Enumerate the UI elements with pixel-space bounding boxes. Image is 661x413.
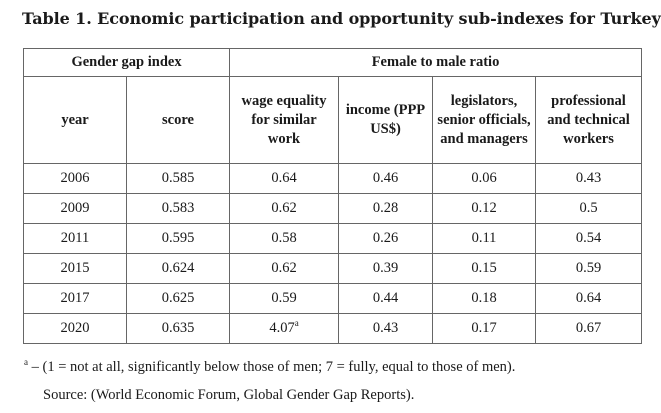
cell-year: 2015 xyxy=(23,253,127,284)
cell-value: 0.46 xyxy=(372,170,399,186)
table-row: 2015 0.624 0.62 0.39 0.15 0.59 xyxy=(23,253,643,284)
column-header-wage-equality: wage equality for similar work xyxy=(229,76,340,164)
table-row: 2009 0.583 0.62 0.28 0.12 0.5 xyxy=(23,193,643,224)
cell-value: 0.67 xyxy=(575,320,602,336)
cell-professional-workers: 0.43 xyxy=(535,163,643,194)
column-header-professional-workers: professional and technical workers xyxy=(535,76,643,164)
footnote: a – (1 = not at all, significantly below… xyxy=(24,357,516,376)
cell-professional-workers: 0.67 xyxy=(535,313,643,344)
cell-value: 0.17 xyxy=(471,320,497,336)
footnote-marker: a xyxy=(24,357,28,368)
cell-value: 0.62 xyxy=(271,260,297,276)
cell-year: 2017 xyxy=(23,283,127,314)
cell-wage-equality: 4.07a xyxy=(229,313,340,344)
cell-year: 2020 xyxy=(23,313,127,344)
cell-score: 0.583 xyxy=(125,193,231,224)
cell-professional-workers: 0.59 xyxy=(535,253,643,284)
cell-value: 0.585 xyxy=(161,170,195,186)
cell-value: 0.595 xyxy=(161,230,195,246)
cell-value: 0.39 xyxy=(372,260,399,276)
header-group-row: Gender gap index Female to male ratio xyxy=(22,48,643,77)
cell-value: 0.26 xyxy=(372,230,399,246)
column-header-score: score xyxy=(125,76,231,164)
cell-professional-workers: 0.5 xyxy=(535,193,643,224)
cell-income: 0.26 xyxy=(338,223,434,254)
cell-legislators: 0.15 xyxy=(432,253,537,284)
cell-value: 4.07 xyxy=(269,320,295,336)
column-header-legislators: legislators, senior officials, and manag… xyxy=(432,76,537,164)
cell-value: 0.59 xyxy=(271,290,297,306)
cell-legislators: 0.18 xyxy=(432,283,537,314)
cell-value: 2015 xyxy=(60,260,90,276)
cell-income: 0.46 xyxy=(338,163,434,194)
cell-wage-equality: 0.58 xyxy=(229,223,340,254)
column-header-income: income (PPP US$) xyxy=(338,76,434,164)
header-column-row: year score wage equality for similar wor… xyxy=(23,76,643,164)
cell-score: 0.635 xyxy=(125,313,231,344)
cell-wage-equality: 0.62 xyxy=(229,193,340,224)
cell-income: 0.44 xyxy=(338,283,434,314)
cell-wage-equality: 0.59 xyxy=(229,283,340,314)
table-row: 2006 0.585 0.64 0.46 0.06 0.43 xyxy=(23,163,643,194)
cell-value: 0.62 xyxy=(271,200,297,216)
footnote-marker: a xyxy=(294,318,299,329)
cell-professional-workers: 0.54 xyxy=(535,223,643,254)
data-table: Gender gap index Female to male ratio ye… xyxy=(22,48,643,344)
cell-legislators: 0.17 xyxy=(432,313,537,344)
cell-value: 0.11 xyxy=(471,230,497,246)
table-title: Table 1. Economic participation and oppo… xyxy=(22,9,661,28)
cell-professional-workers: 0.64 xyxy=(535,283,643,314)
cell-value: 0.15 xyxy=(471,260,497,276)
cell-value: 0.5 xyxy=(579,200,598,216)
table-row: 2011 0.595 0.58 0.26 0.11 0.54 xyxy=(23,223,643,254)
cell-value: 0.44 xyxy=(372,290,399,306)
cell-value: 0.43 xyxy=(575,170,602,186)
cell-score: 0.595 xyxy=(125,223,231,254)
cell-score: 0.625 xyxy=(125,283,231,314)
cell-value: 0.64 xyxy=(271,170,297,186)
cell-value: 0.64 xyxy=(575,290,602,306)
cell-year: 2006 xyxy=(23,163,127,194)
group-header-female-to-male-ratio: Female to male ratio xyxy=(229,48,643,77)
cell-value: 0.635 xyxy=(161,320,195,336)
table-row: 2020 0.635 4.07a 0.43 0.17 0.67 xyxy=(23,313,643,344)
cell-score: 0.624 xyxy=(125,253,231,284)
cell-wage-equality: 0.64 xyxy=(229,163,340,194)
cell-value: 2017 xyxy=(60,290,90,306)
cell-value: 0.43 xyxy=(372,320,399,336)
cell-value: 0.28 xyxy=(372,200,399,216)
cell-value: 0.12 xyxy=(471,200,497,216)
cell-value: 0.624 xyxy=(161,260,195,276)
cell-value: 2006 xyxy=(60,170,90,186)
cell-income: 0.43 xyxy=(338,313,434,344)
cell-value: 0.583 xyxy=(161,200,195,216)
cell-year: 2009 xyxy=(23,193,127,224)
cell-legislators: 0.06 xyxy=(432,163,537,194)
cell-value: 0.58 xyxy=(271,230,297,246)
cell-value: 0.18 xyxy=(471,290,497,306)
cell-legislators: 0.12 xyxy=(432,193,537,224)
cell-value: 2009 xyxy=(60,200,90,216)
cell-income: 0.28 xyxy=(338,193,434,224)
group-header-gender-gap-index: Gender gap index xyxy=(22,48,231,77)
cell-wage-equality: 0.62 xyxy=(229,253,340,284)
cell-legislators: 0.11 xyxy=(432,223,537,254)
source-note: Source: (World Economic Forum, Global Ge… xyxy=(43,387,415,403)
cell-value: 0.625 xyxy=(161,290,195,306)
cell-year: 2011 xyxy=(23,223,127,254)
table-body: 2006 0.585 0.64 0.46 0.06 0.43 2009 0.583 0.62 0.… xyxy=(23,163,643,344)
cell-value: 0.59 xyxy=(575,260,602,276)
cell-score: 0.585 xyxy=(125,163,231,194)
cell-value: 2011 xyxy=(60,230,90,246)
cell-value: 0.54 xyxy=(575,230,602,246)
cell-value: 2020 xyxy=(60,320,90,336)
column-header-year: year xyxy=(23,76,127,164)
footnote-text: – (1 = not at all, significantly below t… xyxy=(31,359,516,375)
table-row: 2017 0.625 0.59 0.44 0.18 0.64 xyxy=(23,283,643,314)
cell-income: 0.39 xyxy=(338,253,434,284)
cell-value: 0.06 xyxy=(471,170,497,186)
